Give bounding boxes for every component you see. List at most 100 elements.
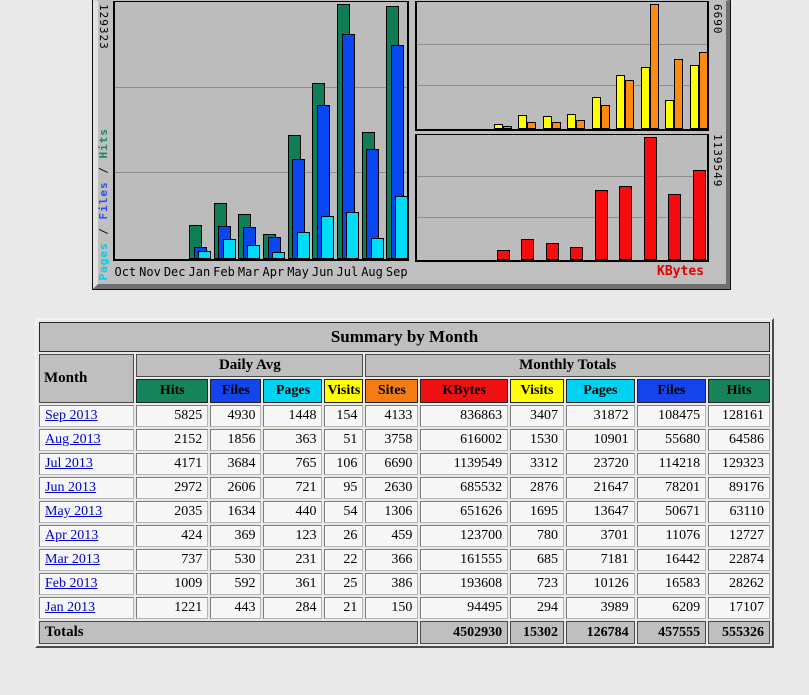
value-cell: 4133 xyxy=(365,405,419,427)
month-tick-label: Dec xyxy=(163,265,186,279)
table-row: Aug 2013 2152 1856 363 51 3758 616002 1530 10901… xyxy=(39,429,770,451)
value-cell: 4171 xyxy=(136,453,209,475)
totals-value-cell: 15302 xyxy=(510,621,564,644)
value-cell: 231 xyxy=(263,549,323,571)
month-link[interactable]: Mar 2013 xyxy=(45,552,100,567)
gridline xyxy=(115,172,407,173)
legend-part: Files xyxy=(97,180,110,219)
table-row: Jun 2013 2972 2606 721 95 2630 685532 2876 21647… xyxy=(39,477,770,499)
month-tick-label: Nov xyxy=(139,265,161,279)
month-cell: Jan 2013 xyxy=(39,597,135,619)
value-cell: 3701 xyxy=(565,525,635,547)
kbytes-bar xyxy=(570,247,583,260)
pages-files-hits-axis-legend: Pages / Files / Hits xyxy=(97,128,110,281)
sites-bar xyxy=(552,122,561,129)
value-cell: 23720 xyxy=(565,453,635,475)
month-link[interactable]: Jun 2013 xyxy=(45,480,96,495)
month-axis-labels: Oct Nov Dec Jan Feb Mar Apr May Jun Jul Aug Sep xyxy=(113,264,409,280)
month-link[interactable]: May 2013 xyxy=(45,504,103,519)
kbytes-axis-label: KBytes xyxy=(657,264,704,279)
month-link[interactable]: Feb 2013 xyxy=(45,576,98,591)
month-cell: May 2013 xyxy=(39,501,135,523)
value-cell: 55680 xyxy=(636,429,707,451)
column-header-pages: Pages xyxy=(263,379,323,403)
value-cell: 16583 xyxy=(636,573,707,595)
summary-by-month-table: Summary by Month Month Daily Avg Monthly… xyxy=(35,318,774,648)
month-cell: Mar 2013 xyxy=(39,549,135,571)
value-cell: 765 xyxy=(263,453,323,475)
left-axis-max-label: 129323 xyxy=(97,4,110,50)
sites-bar xyxy=(527,122,536,129)
month-tick-label: Apr xyxy=(262,265,285,279)
value-cell: 651626 xyxy=(420,501,509,523)
value-cell: 54 xyxy=(324,501,364,523)
totals-row: Totals 4502930 15302 126784 457555 555326 xyxy=(39,621,770,644)
month-link[interactable]: Sep 2013 xyxy=(45,408,98,423)
value-cell: 193608 xyxy=(420,573,509,595)
value-cell: 1221 xyxy=(136,597,209,619)
value-cell: 51 xyxy=(324,429,364,451)
month-link[interactable]: Aug 2013 xyxy=(45,432,101,447)
sites-bar xyxy=(625,80,634,129)
pages-bar xyxy=(247,245,260,259)
value-cell: 12727 xyxy=(708,525,770,547)
sites-bar xyxy=(503,126,512,129)
value-cell: 363 xyxy=(263,429,323,451)
table-row: Feb 2013 1009 592 361 25 386 193608 723 10126 165… xyxy=(39,573,770,595)
kbytes-bar xyxy=(668,194,681,260)
visits-bar xyxy=(518,115,527,129)
value-cell: 129323 xyxy=(708,453,770,475)
legend-part: Hits xyxy=(97,127,110,159)
kbytes-bar xyxy=(644,137,657,260)
pages-bar xyxy=(272,252,285,259)
value-cell: 50671 xyxy=(636,501,707,523)
month-link[interactable]: Jan 2013 xyxy=(45,600,96,615)
column-header-visits: Visits xyxy=(510,379,564,403)
kbytes-bar xyxy=(546,243,559,260)
value-cell: 114218 xyxy=(636,453,707,475)
value-cell: 685 xyxy=(510,549,564,571)
value-cell: 616002 xyxy=(420,429,509,451)
month-tick-label: May xyxy=(287,265,309,279)
value-cell: 2630 xyxy=(365,477,419,499)
visits-bar xyxy=(543,116,552,129)
value-cell: 95 xyxy=(324,477,364,499)
column-header-pages: Pages xyxy=(565,379,635,403)
value-cell: 424 xyxy=(136,525,209,547)
gridline xyxy=(417,176,707,177)
table-row: Jan 2013 1221 443 284 21 150 94495 294 3989 6209 1… xyxy=(39,597,770,619)
month-link[interactable]: Apr 2013 xyxy=(45,528,99,543)
right-axis-top-max-label: 6690 xyxy=(711,4,724,35)
sites-bar xyxy=(650,4,659,129)
value-cell: 1530 xyxy=(510,429,564,451)
month-tick-label: Jan xyxy=(188,265,211,279)
month-cell: Jul 2013 xyxy=(39,453,135,475)
value-cell: 2152 xyxy=(136,429,209,451)
visits-bar xyxy=(567,114,576,129)
pages-bar xyxy=(321,216,334,259)
table-row: Mar 2013 737 530 231 22 366 161555 685 7181 16442… xyxy=(39,549,770,571)
month-link[interactable]: Jul 2013 xyxy=(45,456,93,471)
column-header-kbytes: KBytes xyxy=(420,379,509,403)
value-cell: 154 xyxy=(324,405,364,427)
gridline xyxy=(115,87,407,88)
value-cell: 63110 xyxy=(708,501,770,523)
month-tick-label: Oct xyxy=(114,265,137,279)
legend-part: / xyxy=(97,219,110,242)
month-cell: Sep 2013 xyxy=(39,405,135,427)
value-cell: 64586 xyxy=(708,429,770,451)
column-header-sites: Sites xyxy=(365,379,419,403)
visits-bar xyxy=(592,97,601,129)
value-cell: 28262 xyxy=(708,573,770,595)
month-tick-label: Jul xyxy=(336,265,359,279)
pages-bar xyxy=(223,239,236,259)
graph-content: 129323 Pages / Files / Hits 6690 1139549… xyxy=(97,1,726,284)
value-cell: 123 xyxy=(263,525,323,547)
value-cell: 1695 xyxy=(510,501,564,523)
month-cell: Aug 2013 xyxy=(39,429,135,451)
value-cell: 685532 xyxy=(420,477,509,499)
month-cell: Feb 2013 xyxy=(39,573,135,595)
daily-avg-group-header: Daily Avg xyxy=(136,354,364,377)
value-cell: 1306 xyxy=(365,501,419,523)
gridline xyxy=(417,85,707,86)
